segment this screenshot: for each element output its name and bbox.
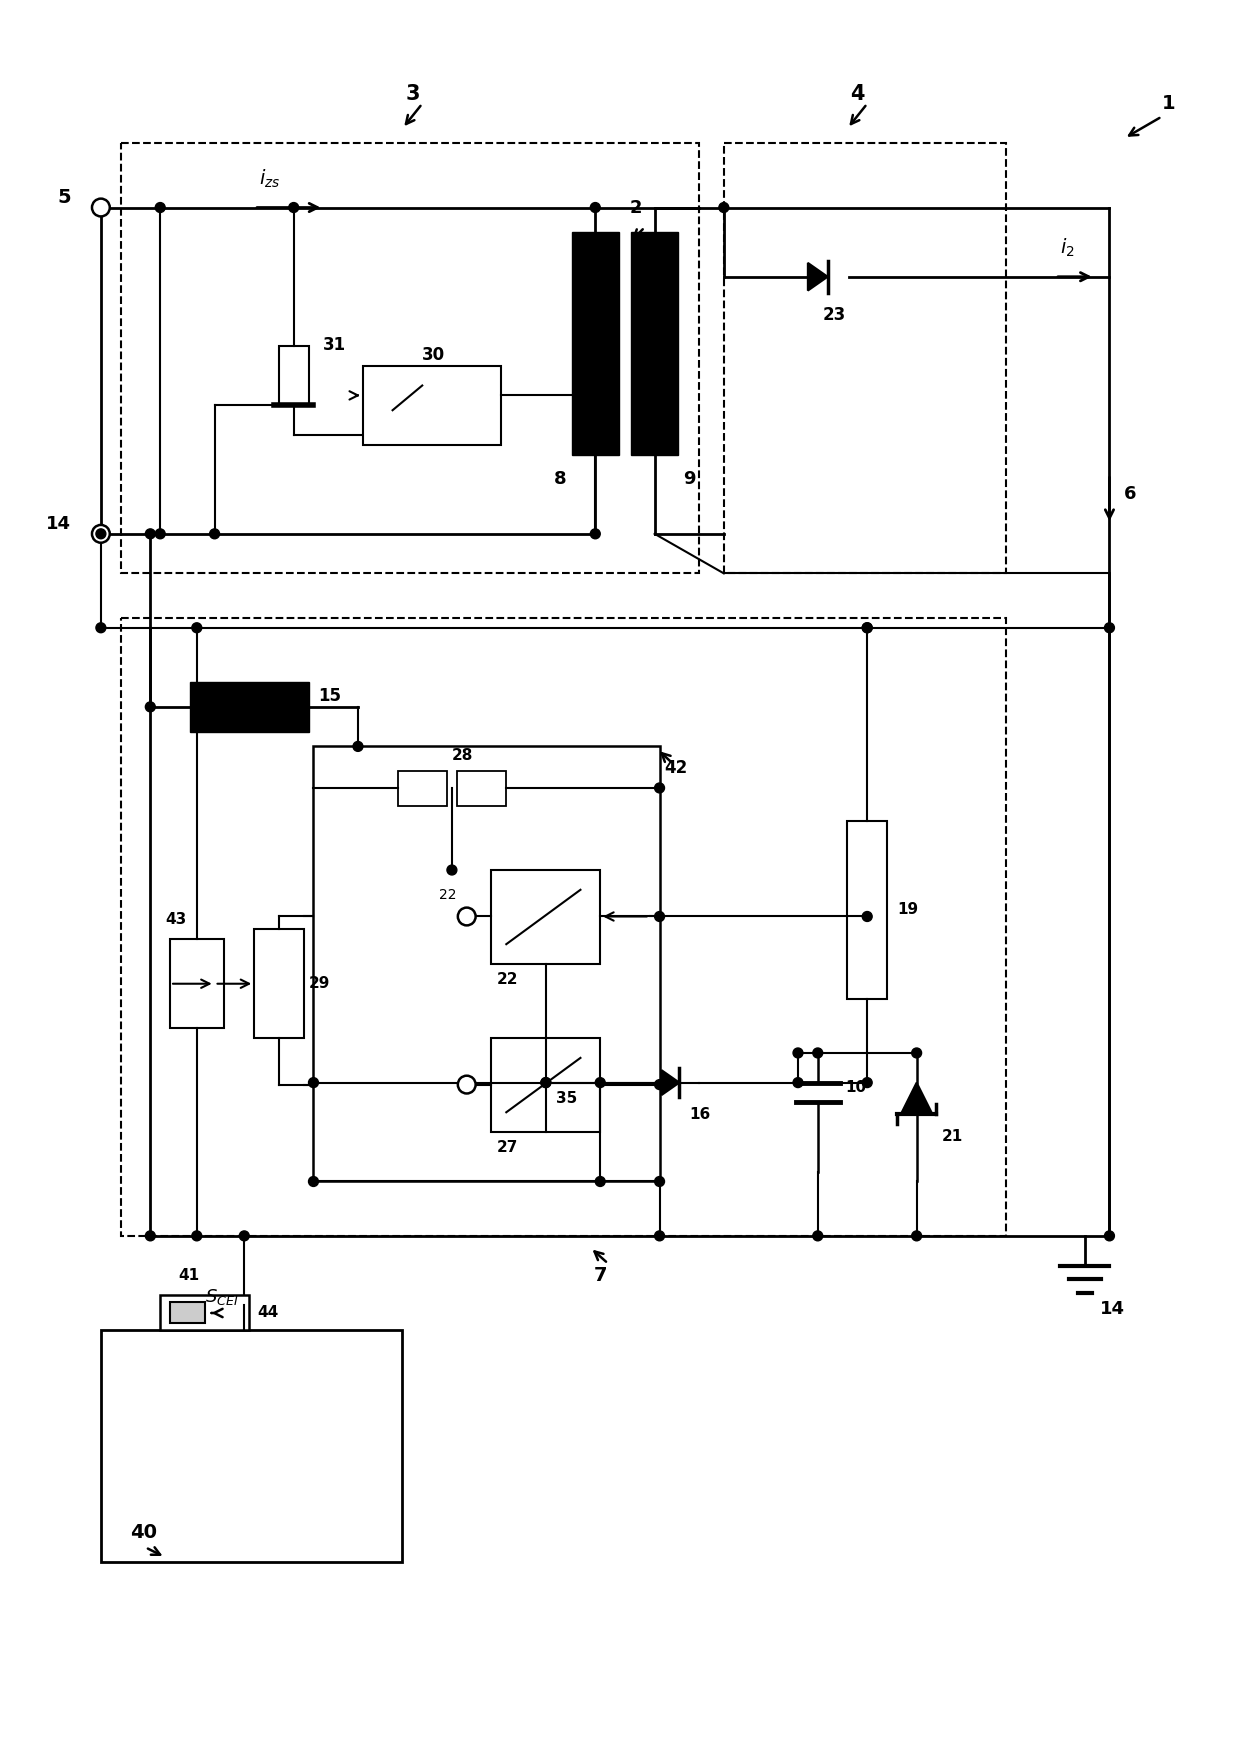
Polygon shape bbox=[661, 1070, 680, 1095]
Text: $i_{zs}$: $i_{zs}$ bbox=[259, 167, 280, 190]
Bar bbox=[398, 770, 446, 805]
Circle shape bbox=[95, 528, 105, 539]
Circle shape bbox=[655, 783, 665, 793]
Circle shape bbox=[794, 1077, 804, 1088]
Bar bbox=[160, 1295, 249, 1330]
Bar bbox=[120, 617, 1006, 1236]
Text: 3: 3 bbox=[405, 84, 419, 105]
Circle shape bbox=[192, 1231, 202, 1241]
Circle shape bbox=[655, 1231, 665, 1241]
Text: 15: 15 bbox=[319, 687, 341, 706]
Text: 27: 27 bbox=[496, 1140, 518, 1156]
Circle shape bbox=[192, 622, 202, 633]
Circle shape bbox=[541, 1077, 551, 1088]
Polygon shape bbox=[808, 263, 827, 291]
Circle shape bbox=[719, 202, 729, 213]
Circle shape bbox=[95, 622, 105, 633]
Text: $i_2$: $i_2$ bbox=[1060, 237, 1075, 260]
Text: 7: 7 bbox=[594, 1265, 606, 1285]
Circle shape bbox=[309, 1177, 319, 1187]
Circle shape bbox=[155, 202, 165, 213]
Bar bbox=[631, 232, 678, 455]
Circle shape bbox=[145, 528, 155, 539]
Bar bbox=[363, 366, 501, 444]
Text: 30: 30 bbox=[423, 345, 445, 364]
Text: 22: 22 bbox=[439, 887, 456, 901]
Bar bbox=[491, 870, 600, 964]
Text: 9: 9 bbox=[683, 469, 696, 488]
Bar bbox=[190, 682, 309, 732]
Text: 22: 22 bbox=[496, 973, 518, 987]
Bar bbox=[724, 143, 1006, 573]
Circle shape bbox=[812, 1231, 822, 1241]
Bar bbox=[170, 939, 224, 1028]
Circle shape bbox=[239, 1231, 249, 1241]
Text: 10: 10 bbox=[846, 1081, 867, 1095]
Text: 14: 14 bbox=[1100, 1300, 1125, 1318]
Text: 42: 42 bbox=[665, 760, 688, 777]
Circle shape bbox=[92, 199, 110, 216]
Circle shape bbox=[289, 202, 299, 213]
Circle shape bbox=[1105, 1231, 1115, 1241]
Bar bbox=[100, 1330, 403, 1562]
Text: 4: 4 bbox=[851, 84, 864, 105]
Circle shape bbox=[541, 1077, 551, 1088]
Circle shape bbox=[595, 1077, 605, 1088]
Circle shape bbox=[590, 528, 600, 539]
Text: 31: 31 bbox=[324, 336, 346, 354]
Circle shape bbox=[353, 741, 363, 751]
Circle shape bbox=[458, 1075, 476, 1093]
Circle shape bbox=[595, 1177, 605, 1187]
Text: 41: 41 bbox=[179, 1267, 200, 1283]
Text: 21: 21 bbox=[941, 1129, 962, 1145]
Bar bbox=[491, 1039, 600, 1131]
Bar bbox=[170, 1302, 205, 1323]
Text: 29: 29 bbox=[309, 976, 330, 992]
Circle shape bbox=[911, 1048, 921, 1058]
Polygon shape bbox=[900, 1082, 932, 1114]
Text: 28: 28 bbox=[451, 748, 474, 763]
Circle shape bbox=[862, 912, 872, 922]
Text: 35: 35 bbox=[556, 1091, 577, 1105]
Text: 1: 1 bbox=[1162, 94, 1176, 113]
Text: 8: 8 bbox=[554, 469, 567, 488]
Circle shape bbox=[794, 1048, 804, 1058]
Circle shape bbox=[590, 202, 600, 213]
Circle shape bbox=[309, 1077, 319, 1088]
Circle shape bbox=[446, 865, 456, 875]
Text: 2: 2 bbox=[630, 199, 642, 218]
Bar bbox=[120, 143, 699, 573]
Bar bbox=[279, 345, 309, 406]
Circle shape bbox=[911, 1231, 921, 1241]
Text: 14: 14 bbox=[46, 514, 71, 533]
Bar bbox=[572, 232, 619, 455]
Circle shape bbox=[655, 1177, 665, 1187]
Circle shape bbox=[655, 1079, 665, 1089]
Text: 44: 44 bbox=[257, 1306, 278, 1321]
Circle shape bbox=[210, 528, 219, 539]
Circle shape bbox=[655, 912, 665, 922]
Text: $S_{CEI}$: $S_{CEI}$ bbox=[205, 1286, 238, 1307]
Circle shape bbox=[155, 528, 165, 539]
Circle shape bbox=[458, 908, 476, 926]
Bar bbox=[314, 746, 660, 1182]
Text: 23: 23 bbox=[822, 307, 846, 324]
Circle shape bbox=[862, 1077, 872, 1088]
Text: 16: 16 bbox=[689, 1107, 711, 1122]
Circle shape bbox=[862, 622, 872, 633]
Circle shape bbox=[862, 622, 872, 633]
Circle shape bbox=[145, 1231, 155, 1241]
Bar bbox=[847, 821, 887, 999]
Text: 19: 19 bbox=[897, 903, 918, 917]
Circle shape bbox=[1105, 622, 1115, 633]
Circle shape bbox=[92, 525, 110, 542]
Circle shape bbox=[145, 702, 155, 711]
Text: 40: 40 bbox=[130, 1523, 157, 1543]
Bar bbox=[456, 770, 506, 805]
Text: 43: 43 bbox=[165, 912, 186, 927]
Bar bbox=[254, 929, 304, 1039]
Text: 5: 5 bbox=[57, 188, 71, 207]
Text: 6: 6 bbox=[1125, 485, 1137, 504]
Circle shape bbox=[812, 1048, 822, 1058]
